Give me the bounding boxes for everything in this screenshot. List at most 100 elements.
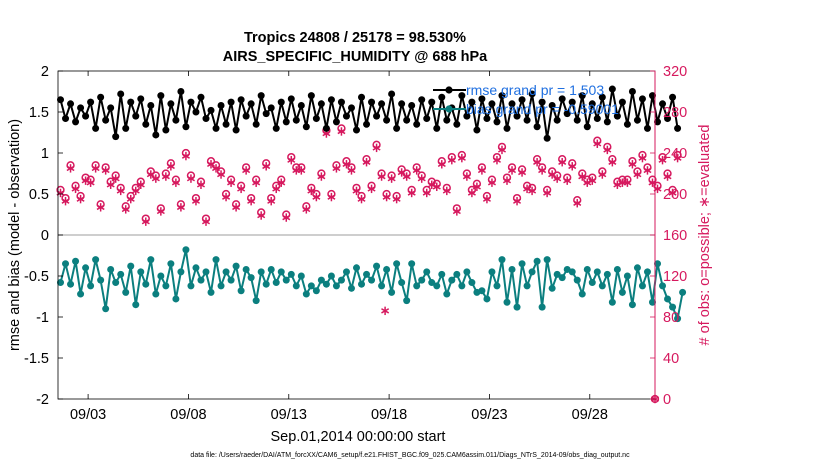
- rmse-point: [207, 106, 215, 114]
- obs-evaluated-point: [462, 172, 471, 181]
- right-tick-label: 320: [663, 64, 687, 80]
- bias-point: [598, 282, 606, 290]
- rmse-point: [558, 95, 566, 103]
- bias-point: [623, 272, 631, 280]
- bias-point: [267, 265, 275, 273]
- obs-evaluated-point: [673, 153, 682, 163]
- chart-title-line1: Tropics 24808 / 25178 = 98.530%: [244, 30, 466, 46]
- rmse-point: [654, 118, 662, 126]
- rmse-point: [423, 115, 431, 123]
- obs-evaluated-point: [166, 162, 175, 171]
- obs-evaluated-point: [222, 192, 231, 202]
- bias-point: [533, 257, 541, 265]
- bias-point: [558, 274, 566, 282]
- bias-point: [132, 301, 140, 309]
- obs-evaluated-point: [106, 180, 115, 189]
- bias-point: [332, 282, 340, 290]
- bias-point: [538, 303, 546, 311]
- obs-evaluated-point: [227, 178, 236, 187]
- bias-point: [573, 276, 581, 284]
- rmse-point: [403, 116, 411, 124]
- obs-evaluated-point: [61, 196, 70, 206]
- obs-evaluated-point: [497, 145, 506, 155]
- rmse-point: [342, 112, 350, 120]
- bias-point: [368, 276, 376, 284]
- rmse-point: [187, 98, 195, 106]
- bias-point: [292, 282, 300, 290]
- bias-point: [408, 260, 416, 268]
- bias-point: [222, 268, 230, 276]
- rmse-point: [77, 104, 85, 112]
- obs-evaluated-point: [347, 166, 356, 175]
- x-tick-label: 09/03: [70, 407, 106, 423]
- bias-point: [448, 276, 456, 284]
- rmse-point: [368, 98, 376, 106]
- bias-point: [227, 276, 235, 284]
- rmse-point: [182, 123, 190, 131]
- rmse-point: [453, 120, 461, 128]
- rmse-point: [287, 95, 295, 103]
- obs-evaluated-point: [513, 196, 522, 206]
- left-y-axis-label: rmse and bias (model - observation): [7, 119, 23, 351]
- bias-point: [197, 276, 205, 284]
- rmse-point: [267, 104, 275, 112]
- rmse-point: [508, 100, 516, 108]
- obs-evaluated-point: [558, 158, 567, 167]
- obs-evaluated-point: [417, 174, 426, 183]
- bias-point: [157, 272, 165, 280]
- obs-evaluated-point: [342, 160, 351, 169]
- rmse-point: [623, 120, 631, 128]
- rmse-point: [252, 120, 260, 128]
- obs-evaluated-point: [392, 194, 401, 204]
- x-tick-label: 09/13: [271, 407, 307, 423]
- rmse-point: [62, 115, 70, 123]
- rmse-point: [468, 98, 476, 106]
- bias-point: [342, 268, 350, 276]
- legend: rmse grand pr = 1.503 bias grand pr = -0…: [433, 82, 619, 117]
- bias-point: [167, 260, 175, 268]
- rmse-point: [152, 131, 160, 139]
- obs-evaluated-point: [217, 170, 226, 179]
- bias-point: [237, 287, 245, 295]
- obs-evaluated-point: [96, 203, 105, 212]
- obs-evaluated-point: [196, 180, 205, 189]
- obs-evaluated-point: [91, 164, 100, 173]
- obs-evaluated-point: [538, 166, 547, 175]
- rmse-point: [418, 96, 426, 104]
- bias-point: [107, 265, 115, 273]
- obs-evaluated-point: [518, 168, 527, 177]
- obs-evaluated-point: [482, 194, 491, 204]
- bias-point: [297, 272, 305, 280]
- legend-bias-marker: [445, 105, 453, 113]
- obs-evaluated-point: [362, 158, 371, 167]
- obs-evaluated-point: [402, 172, 411, 181]
- rmse-point: [613, 112, 621, 120]
- bias-point: [648, 298, 656, 306]
- obs-evaluated-point: [472, 182, 481, 192]
- rmse-point: [142, 120, 150, 128]
- obs-evaluated-extra-point: [381, 306, 390, 316]
- bias-point: [317, 276, 325, 284]
- obs-evaluated-point: [66, 164, 75, 173]
- rmse-point: [312, 115, 320, 123]
- bias-point: [192, 264, 200, 272]
- obs-evaluated-point: [628, 160, 637, 169]
- rmse-point: [553, 116, 561, 124]
- obs-evaluated-point: [608, 158, 617, 167]
- x-tick-label: 09/18: [371, 407, 407, 423]
- bias-point: [358, 280, 366, 288]
- bias-point: [669, 303, 677, 311]
- rmse-point: [438, 93, 446, 101]
- obs-evaluated-point: [126, 194, 135, 204]
- bias-point: [498, 256, 506, 264]
- bias-point: [322, 280, 330, 288]
- rmse-point: [488, 100, 496, 108]
- bias-point: [628, 301, 636, 309]
- rmse-point: [162, 126, 170, 134]
- rmse-point: [538, 98, 546, 106]
- bias-point: [483, 295, 491, 303]
- bias-point: [92, 256, 100, 264]
- bias-point: [247, 274, 255, 282]
- rmse-point: [674, 124, 682, 132]
- bias-point: [403, 297, 411, 305]
